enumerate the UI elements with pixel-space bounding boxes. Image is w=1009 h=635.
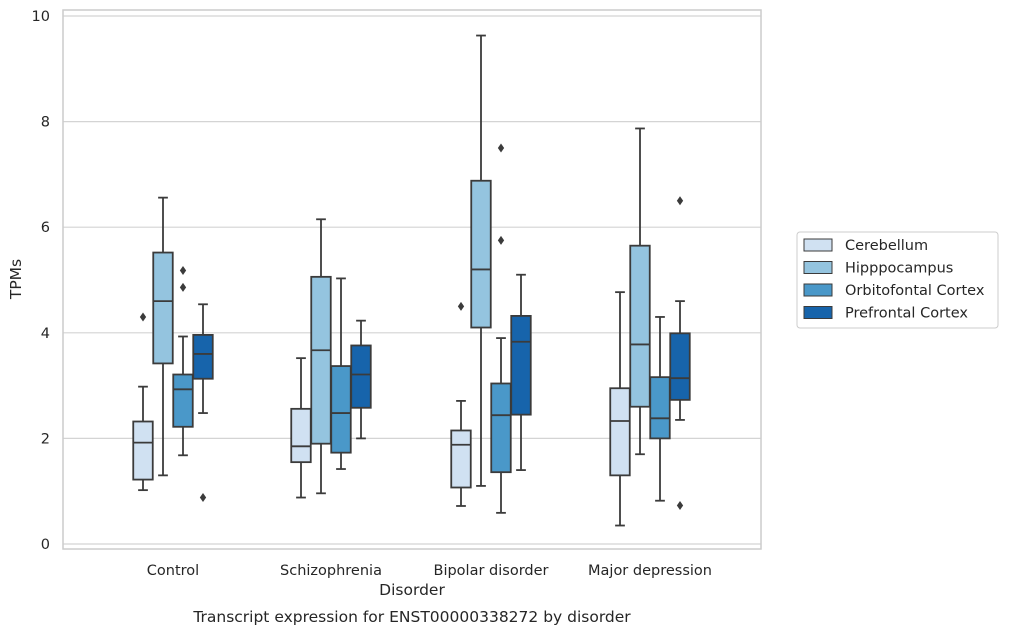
legend-swatch bbox=[803, 283, 833, 297]
box-iqr bbox=[152, 251, 174, 365]
x-tick-label: Bipolar disorder bbox=[434, 563, 549, 579]
box-prefrontal-cortex-2 bbox=[510, 273, 532, 471]
outlier-point bbox=[497, 235, 505, 245]
legend-frame bbox=[796, 231, 999, 329]
box-iqr bbox=[172, 373, 194, 428]
box-iqr bbox=[290, 407, 312, 464]
box-iqr bbox=[192, 334, 214, 380]
box-cerebellum-1 bbox=[290, 357, 312, 499]
box-hipppocampus-0 bbox=[152, 196, 174, 477]
y-axis-title: TPMs bbox=[7, 259, 25, 300]
x-tick-label: Major depression bbox=[588, 563, 712, 579]
x-tick-label: Schizophrenia bbox=[280, 563, 382, 579]
x-tick-labels: Control Schizophrenia Bipolar disorder Majo… bbox=[147, 563, 712, 579]
y-tick-label: 6 bbox=[41, 220, 50, 236]
box-iqr bbox=[310, 275, 332, 445]
box-iqr bbox=[669, 332, 691, 401]
y-tick-label: 4 bbox=[41, 326, 50, 342]
outlier-point bbox=[179, 282, 187, 292]
legend-label: Cerebellum bbox=[845, 238, 928, 254]
box-prefrontal-cortex-1 bbox=[350, 319, 372, 440]
outlier-point bbox=[457, 301, 465, 311]
boxes-layer bbox=[132, 34, 691, 527]
legend-swatch bbox=[803, 261, 833, 274]
outlier-point bbox=[497, 143, 505, 153]
outlier-point bbox=[199, 493, 207, 503]
legend-label: Orbitofontal Cortex bbox=[845, 283, 985, 299]
box-orbitofontal-cortex-1 bbox=[330, 277, 352, 470]
legend-swatch bbox=[803, 306, 833, 319]
box-hipppocampus-3 bbox=[629, 127, 651, 456]
box-hipppocampus-1 bbox=[310, 218, 332, 495]
box-iqr bbox=[470, 179, 492, 329]
y-tick-label: 10 bbox=[32, 9, 50, 25]
plot-frame bbox=[62, 9, 762, 550]
outlier-point bbox=[139, 312, 147, 322]
box-iqr bbox=[510, 315, 532, 416]
box-iqr bbox=[132, 420, 154, 481]
box-orbitofontal-cortex-2 bbox=[490, 143, 512, 514]
box-iqr bbox=[450, 429, 472, 489]
x-axis-title: Disorder bbox=[379, 581, 445, 599]
figure-caption: Transcript expression for ENST0000033827… bbox=[192, 608, 631, 626]
gridlines bbox=[63, 15, 761, 545]
y-tick-label: 8 bbox=[41, 115, 50, 131]
x-tick-label: Control bbox=[147, 563, 199, 579]
legend-items: Cerebellum Hipppocampus Orbitofontal Corte… bbox=[803, 238, 985, 322]
box-iqr bbox=[629, 244, 651, 408]
y-tick-labels: 0 2 4 6 8 10 bbox=[32, 9, 50, 553]
box-orbitofontal-cortex-3 bbox=[649, 316, 671, 502]
box-prefrontal-cortex-3 bbox=[669, 196, 691, 510]
box-cerebellum-2 bbox=[450, 301, 472, 507]
box-iqr bbox=[609, 387, 631, 477]
outlier-point bbox=[676, 500, 684, 510]
box-iqr bbox=[330, 365, 352, 454]
box-iqr bbox=[490, 382, 512, 474]
legend-label: Hipppocampus bbox=[845, 261, 953, 277]
box-cerebellum-0 bbox=[132, 312, 154, 492]
legend-label: Prefrontal Cortex bbox=[845, 306, 968, 322]
box-cerebellum-3 bbox=[609, 291, 631, 527]
box-iqr bbox=[649, 376, 671, 440]
legend-swatch bbox=[803, 238, 833, 252]
box-prefrontal-cortex-0 bbox=[192, 303, 214, 503]
box-orbitofontal-cortex-0 bbox=[172, 265, 194, 457]
legend: Cerebellum Hipppocampus Orbitofontal Corte… bbox=[796, 231, 999, 329]
outlier-point bbox=[179, 265, 187, 275]
y-tick-label: 0 bbox=[41, 537, 50, 553]
box-iqr bbox=[350, 344, 372, 409]
y-tick-label: 2 bbox=[41, 431, 50, 447]
outlier-point bbox=[676, 196, 684, 206]
box-hipppocampus-2 bbox=[470, 34, 492, 487]
